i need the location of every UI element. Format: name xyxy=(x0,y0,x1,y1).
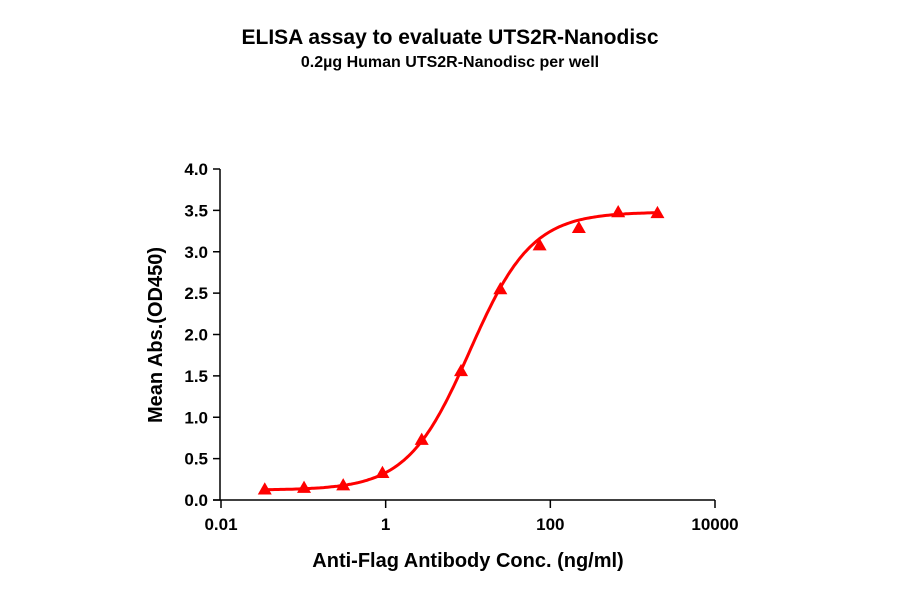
chart-subtitle: 0.2µg Human UTS2R-Nanodisc per well xyxy=(300,54,600,71)
data-point-triangle-icon xyxy=(454,363,469,377)
y-tick-label: 2.0 xyxy=(184,326,208,345)
data-point-triangle-icon xyxy=(336,478,351,491)
x-axis-title: Anti-Flag Antibody Conc. (ng/ml) xyxy=(312,550,623,572)
y-tick-label: 3.0 xyxy=(184,243,208,262)
data-point-triangle-icon xyxy=(532,238,547,251)
data-point-triangle-icon xyxy=(414,432,429,445)
data-point-triangle-icon xyxy=(375,465,390,478)
x-tick-label: 100 xyxy=(536,515,564,534)
y-tick-label: 0.0 xyxy=(184,491,208,510)
y-tick-label: 1.5 xyxy=(184,367,208,386)
x-tick-label: 10000 xyxy=(691,515,738,534)
y-axis-title: Mean Abs.(OD450) xyxy=(145,247,167,423)
y-tick-label: 1.0 xyxy=(184,408,208,427)
data-point-triangle-icon xyxy=(611,205,626,218)
y-tick-label: 2.5 xyxy=(184,284,208,303)
fit-curve xyxy=(264,211,658,492)
x-tick-label: 0.01 xyxy=(204,515,237,534)
data-point-triangle-icon xyxy=(297,480,312,493)
data-point-triangle-icon xyxy=(493,281,508,295)
chart-title: ELISA assay to evaluate UTS2R-Nanodisc xyxy=(241,26,659,49)
y-tick-label: 3.5 xyxy=(184,201,208,220)
y-tick-label: 0.5 xyxy=(184,450,208,469)
data-markers xyxy=(257,205,665,495)
data-point-triangle-icon xyxy=(571,220,586,234)
x-tick-label: 1 xyxy=(381,515,390,534)
axes: 0.0 0.5 1.0 1.5 2.0 2.5 3.0 3.5 4.0 0.01 1 100 10000 xyxy=(184,160,738,534)
data-point-triangle-icon xyxy=(257,482,272,495)
y-tick-label: 4.0 xyxy=(184,160,208,179)
data-point-triangle-icon xyxy=(650,205,665,219)
